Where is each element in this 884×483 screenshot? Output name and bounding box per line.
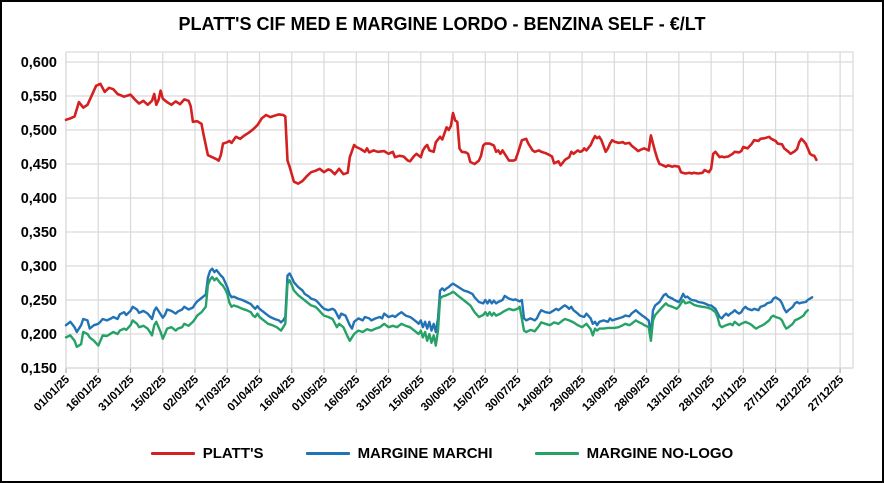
y-axis-label: 0,200 — [21, 327, 57, 343]
y-axis-label: 0,250 — [21, 293, 57, 309]
legend-item-platt-s: PLATT'S — [150, 445, 264, 462]
y-axis-label: 0,450 — [21, 157, 57, 173]
legend-item-margine-no-logo: MARGINE NO-LOGO — [534, 445, 734, 462]
y-axis-label: 0,150 — [21, 361, 57, 377]
series-line-platt-s — [64, 82, 818, 185]
chart-legend: PLATT'S MARGINE MARCHI MARGINE NO-LOGO — [2, 445, 882, 462]
x-axis-label: 27/12/25 — [806, 373, 847, 414]
legend-label-platt-s: PLATT'S — [202, 445, 264, 462]
series-line-margine-no-logo — [64, 275, 809, 349]
y-axis-label: 0,600 — [21, 55, 57, 71]
y-axis-label: 0,500 — [21, 123, 57, 139]
series-line-margine-marchi — [64, 267, 814, 336]
legend-swatch-margine-no-logo — [534, 452, 579, 455]
y-axis-label: 0,300 — [21, 259, 57, 275]
plot-border — [65, 51, 854, 369]
legend-swatch-margine-marchi — [305, 452, 350, 455]
y-axis-label: 0,400 — [21, 191, 57, 207]
y-axis-label: 0,350 — [21, 225, 57, 241]
legend-label-margine-marchi: MARGINE MARCHI — [357, 445, 493, 462]
chart-title: PLATT'S CIF MED E MARGINE LORDO - BENZIN… — [178, 14, 706, 34]
legend-swatch-platt-s — [150, 452, 195, 455]
legend-item-margine-marchi: MARGINE MARCHI — [305, 445, 493, 462]
legend-label-margine-no-logo: MARGINE NO-LOGO — [586, 445, 734, 462]
y-axis-label: 0,550 — [21, 89, 57, 105]
